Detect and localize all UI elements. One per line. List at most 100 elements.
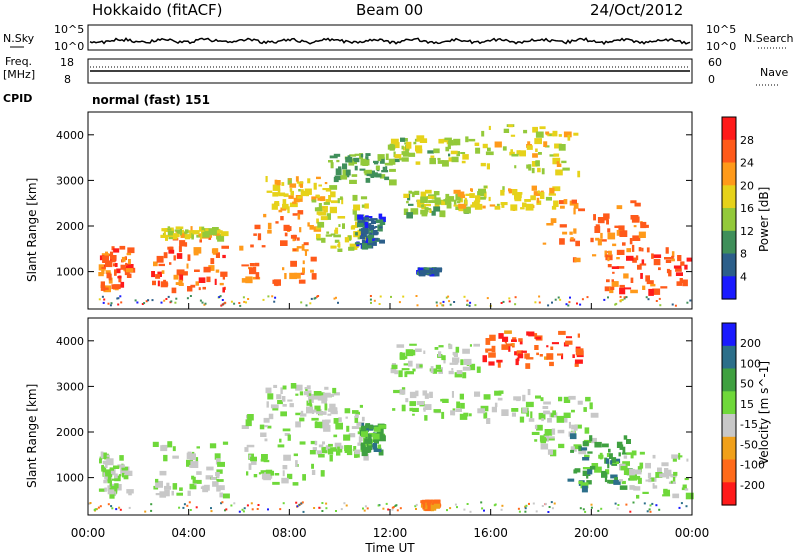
power-cell [474,304,477,307]
velocity-cell [528,502,530,505]
power-cell [387,144,396,150]
power-cell [345,157,353,163]
power-cell [434,202,440,208]
velocity-cell [281,477,289,484]
velocity-cell [412,407,419,412]
power-cell [101,295,104,298]
power-cell [631,216,640,223]
velocity-cell [550,501,553,504]
velocity-cell [430,504,434,512]
velocity-cell [516,397,521,402]
power-cell [101,253,110,257]
power-cell [448,153,451,157]
power-cell [671,258,675,262]
power-cell [629,238,633,245]
power-cell [282,199,287,206]
power-cell [401,145,404,150]
power-cell [563,199,568,205]
velocity-cell [527,389,531,396]
velocity-cell [155,478,159,483]
velocity-cell [429,391,433,398]
power-cell [616,266,625,269]
velocity-cell [172,446,176,452]
power-cell [303,242,309,246]
power-cell [218,296,221,298]
power-cell [365,243,372,249]
velocity-cell [515,358,519,366]
power-cell [317,295,320,297]
velocity-cell [582,441,589,447]
power-cell [429,208,432,213]
power-cell [254,224,261,230]
velocity-cell [345,416,348,419]
power-cell [249,263,255,267]
power-cell [255,272,260,279]
power-cell [274,201,280,204]
power-cell [625,296,628,299]
power-cell [365,215,369,219]
velocity-cell [614,477,618,482]
velocity-cell [584,454,590,458]
velocity-cell [259,424,265,430]
power-cell [371,221,376,224]
velocity-cell [610,460,613,465]
power-cell [365,153,371,156]
velocity-cell [89,502,92,504]
velocity-cell [649,504,652,507]
velocity-cell [456,506,458,509]
velocity-cell [335,510,337,512]
power-cell [326,231,330,234]
power-cell [272,279,275,284]
velocity-cell [404,371,408,378]
velocity-cell [567,478,575,482]
time-axis-label: Time UT [364,541,415,554]
velocity-cell [377,444,382,449]
power-cell [362,241,368,245]
power-cell [325,199,330,204]
velocity-cell [570,446,577,452]
velocity-cell [570,449,574,453]
power-cell [555,169,563,176]
power-cell [263,213,267,218]
velocity-cell [558,443,565,449]
power-cell [597,238,602,246]
velocity-cell [327,413,332,416]
power-cell [558,144,566,151]
power-cell [340,175,348,180]
power-cell [330,233,336,236]
power-cell [475,195,481,202]
power-cell [466,299,469,302]
power-cell [315,226,321,230]
velocity-cell [359,404,363,408]
power-cell [631,244,635,252]
power-cell [195,281,199,286]
power-cell [686,257,692,262]
time-axis: 00:00 04:00 08:00 12:00 16:00 20:00 00:00 [71,526,710,540]
power-cell [458,203,467,209]
velocity-cell [525,504,528,507]
power-cell [614,225,619,228]
power-cell [108,277,113,284]
velocity-cell [187,451,192,458]
velocity-cell [434,504,439,507]
velocity-cell [538,412,546,420]
velocity-cell [534,345,539,350]
power-cell [393,158,400,163]
velocity-cell [574,445,581,449]
velocity-cell [320,470,325,477]
velocity-cell [385,502,388,505]
velocity-cell [455,346,460,353]
power-cell [510,149,513,154]
power-cell [563,131,572,138]
power-cell [337,216,346,219]
velocity-cell [245,419,252,427]
power-cell [551,301,553,304]
power-cell [161,270,165,274]
velocity-cell [317,409,322,414]
velocity-cell [311,463,314,469]
velocity-cell [361,416,365,422]
power-cell [431,210,436,216]
power-cell [289,202,298,208]
